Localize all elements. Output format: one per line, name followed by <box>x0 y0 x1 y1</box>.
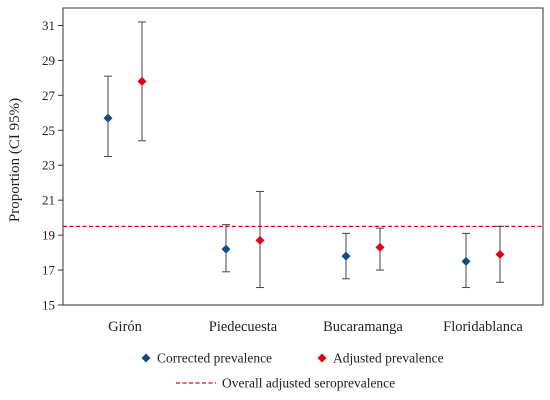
y-tick-label: 31 <box>42 18 55 33</box>
y-tick-label: 23 <box>42 158 55 173</box>
x-category-label: Piedecuesta <box>209 319 278 335</box>
legend-marker <box>317 353 327 363</box>
point-corrected-prevalence <box>103 113 113 123</box>
point-adjusted-prevalence <box>375 242 385 252</box>
x-category-label: Floridablanca <box>443 319 523 335</box>
plot-axes <box>62 7 544 306</box>
point-adjusted-prevalence <box>137 76 147 86</box>
y-tick-label: 25 <box>42 123 55 138</box>
point-adjusted-prevalence <box>255 235 265 245</box>
data-marks <box>103 21 505 289</box>
point-corrected-prevalence <box>221 244 231 254</box>
plot-frame <box>62 7 544 306</box>
y-tick-label: 17 <box>42 263 56 278</box>
point-corrected-prevalence <box>461 256 471 266</box>
legend-label: Corrected prevalence <box>157 351 272 366</box>
y-tick-label: 29 <box>42 53 55 68</box>
y-tick-label: 19 <box>42 228 55 243</box>
y-tick-label: 27 <box>42 88 56 103</box>
point-corrected-prevalence <box>341 251 351 261</box>
y-tick-label: 15 <box>42 298 55 313</box>
x-category-label: Girón <box>108 319 143 335</box>
legend-marker <box>141 353 151 363</box>
legend-label: Overall adjusted seroprevalence <box>222 376 395 391</box>
y-axis-ticks: 15 17 19 21 23 25 27 29 31 <box>42 18 63 313</box>
legend: Corrected prevalence Adjusted prevalence O… <box>141 351 444 391</box>
x-axis-categories: Girón Piedecuesta Bucaramanga Floridablanca <box>108 319 523 335</box>
point-adjusted-prevalence <box>495 249 505 259</box>
y-axis-label: Proportion (CI 95%) <box>7 98 23 222</box>
legend-label: Adjusted prevalence <box>333 351 444 366</box>
x-category-label: Bucaramanga <box>323 319 403 335</box>
y-tick-label: 21 <box>42 193 55 208</box>
